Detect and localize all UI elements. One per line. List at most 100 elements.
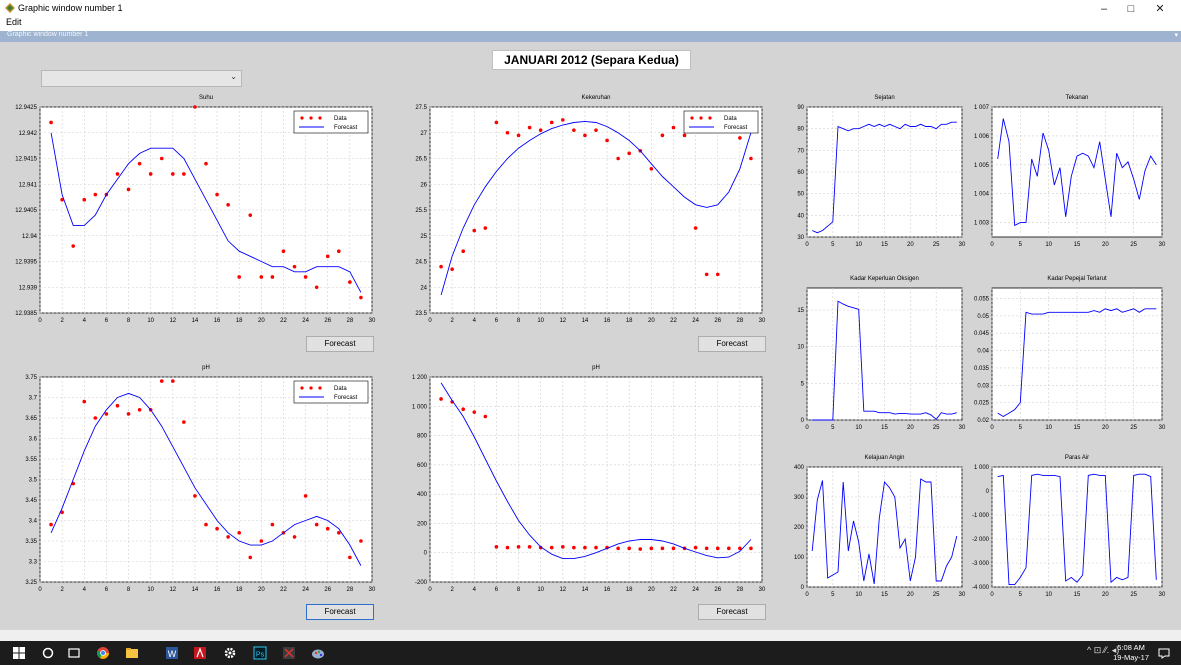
paint-app-icon[interactable]: [311, 646, 325, 660]
chevron-down-icon: ⌄: [230, 72, 237, 81]
system-tray-icons[interactable]: ^ ⊡ ⁄⁄. ◂): [1087, 645, 1120, 655]
y-tick-label: 0: [424, 551, 428, 557]
y-tick-label: 200: [417, 521, 428, 527]
maximize-button[interactable]: □: [1127, 3, 1135, 15]
y-tick-label: 3.6: [29, 437, 38, 443]
menu-edit[interactable]: Edit: [6, 17, 22, 27]
chart-title-suhu: Suhu: [199, 95, 213, 101]
y-tick-label: 3.35: [25, 539, 37, 545]
y-tick-label: 12.9385: [15, 311, 37, 317]
y-tick-label: 0.05: [977, 314, 989, 320]
minimize-button[interactable]: –: [1100, 3, 1108, 15]
forecast-button-ph2[interactable]: Forecast: [698, 604, 766, 620]
x-tick-label: 25: [933, 425, 940, 431]
x-tick-label: 10: [855, 592, 862, 598]
x-tick-label: 14: [582, 587, 589, 593]
x-tick-label: 18: [626, 587, 633, 593]
chart-title-sejatan: Sejatan: [874, 95, 894, 101]
x-tick-label: 0: [990, 592, 994, 598]
x-tick-label: 30: [1159, 242, 1166, 248]
x-tick-label: 8: [127, 318, 131, 324]
photoshop-icon[interactable]: Ps: [253, 646, 267, 660]
windows-start-icon[interactable]: [12, 646, 26, 660]
y-tick-label: 24.5: [415, 260, 427, 266]
plot-area-ph2: [429, 376, 763, 583]
x-tick-label: 22: [280, 318, 287, 324]
x-tick-label: 4: [473, 587, 477, 593]
data-point: [348, 280, 352, 284]
taskbar-clock[interactable]: 5:08 AM 19-May-17: [1113, 643, 1149, 663]
chart-title-kadar_keperluan_oksigen: Kadar Keperluan Oksigen: [850, 276, 919, 282]
series-line-tekanan: [997, 118, 1157, 227]
word-icon[interactable]: W: [165, 646, 179, 660]
settings-gear-icon[interactable]: [223, 646, 237, 660]
data-point: [439, 264, 443, 269]
x-tick-label: 30: [1159, 425, 1166, 431]
y-tick-label: 0.025: [974, 401, 990, 407]
legend-data-marker: [318, 116, 322, 120]
x-tick-label: 15: [881, 425, 888, 431]
y-tick-label: 1 006: [974, 134, 990, 140]
x-tick-label: 25: [1130, 242, 1137, 248]
x-tick-label: 4: [83, 587, 87, 593]
data-point: [60, 197, 64, 202]
tab-arrow-icon[interactable]: ▾: [1174, 32, 1178, 39]
forecast-button-suhu[interactable]: Forecast: [306, 336, 374, 352]
x-tick-label: 15: [881, 242, 888, 248]
data-point: [583, 133, 587, 138]
data-point: [715, 272, 720, 277]
data-point: [450, 267, 454, 272]
acrobat-icon[interactable]: [193, 646, 207, 660]
legend-box: [683, 110, 759, 134]
figure-tab-label[interactable]: Graphic window number 1: [7, 31, 89, 38]
x-tick-label: 12: [559, 587, 566, 593]
data-point: [237, 275, 241, 279]
data-point: [638, 547, 643, 551]
data-point: [682, 133, 687, 138]
y-tick-label: 600: [417, 463, 428, 469]
x-tick-label: 5: [831, 425, 835, 431]
x-tick-label: 26: [324, 587, 331, 593]
x-tick-label: 8: [517, 318, 521, 324]
search-icon[interactable]: [41, 646, 55, 660]
y-tick-label: 60: [797, 170, 804, 176]
data-point: [359, 539, 363, 543]
y-tick-label: 0: [986, 489, 990, 495]
notification-center-icon[interactable]: [1157, 646, 1171, 660]
chrome-icon[interactable]: [96, 646, 110, 660]
close-button[interactable]: ✕: [1155, 3, 1165, 15]
title-bar[interactable]: Graphic window number 1 – □ ✕: [0, 0, 1181, 20]
month-dropdown[interactable]: ⌄: [41, 70, 242, 87]
y-tick-label: 0.035: [974, 366, 990, 372]
legend-data-marker: [708, 116, 712, 120]
data-point: [715, 546, 720, 551]
data-point: [126, 412, 131, 416]
file-explorer-icon[interactable]: [125, 646, 139, 660]
data-point: [93, 416, 98, 420]
task-view-icon[interactable]: [67, 646, 81, 660]
scilab-app-icon: [5, 3, 15, 13]
data-point: [337, 249, 341, 253]
data-point: [303, 275, 308, 279]
y-tick-label: 3.55: [25, 457, 37, 463]
forecast-button-kekeruhan[interactable]: Forecast: [698, 336, 766, 352]
data-point: [171, 172, 175, 176]
x-tick-label: 26: [714, 318, 721, 324]
data-point: [527, 125, 532, 130]
forecast-button-ph[interactable]: Forecast: [306, 604, 374, 620]
y-tick-label: 400: [417, 492, 428, 498]
y-tick-label: 3.25: [25, 580, 37, 586]
x-tick-label: 6: [105, 318, 109, 324]
data-point: [538, 545, 543, 550]
data-point: [137, 161, 142, 166]
data-point: [193, 105, 197, 109]
scilab-console-icon[interactable]: [282, 646, 296, 660]
y-tick-label: -4 000: [972, 585, 990, 591]
data-point: [193, 494, 197, 498]
y-tick-label: 0.02: [977, 418, 989, 424]
x-tick-label: 20: [648, 318, 655, 324]
chart-title-kelajuan_angin: Kelajuan Angin: [864, 455, 904, 461]
y-tick-label: 1 004: [974, 192, 990, 198]
legend-data-marker: [309, 386, 313, 390]
